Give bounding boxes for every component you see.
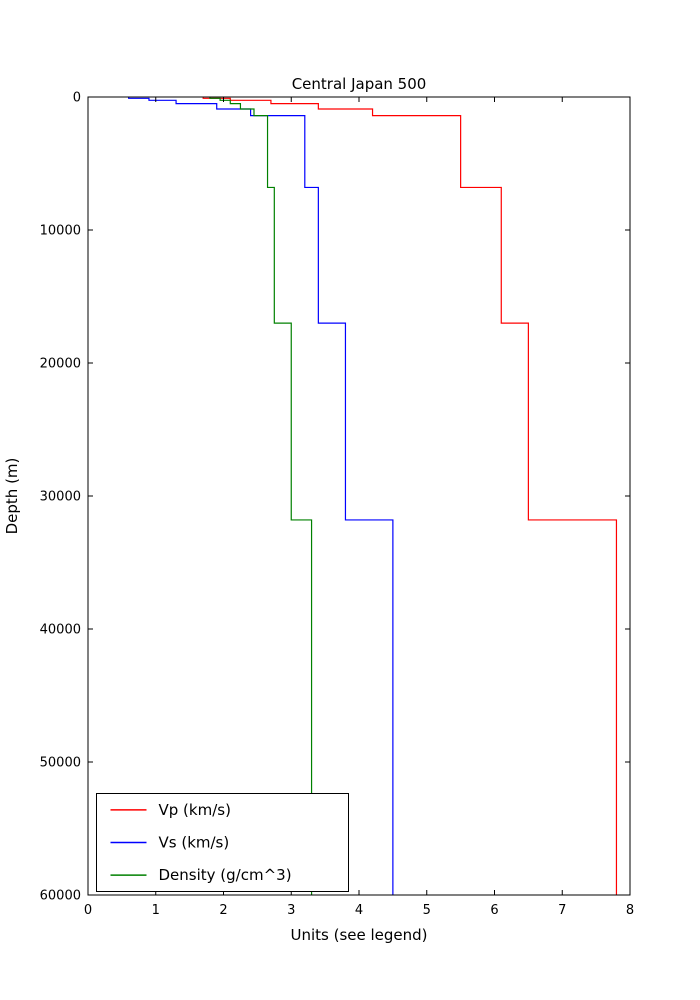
y-tick-label: 50000 — [40, 756, 81, 771]
y-tick-label: 40000 — [40, 623, 81, 638]
y-tick-label: 10000 — [40, 224, 81, 239]
plot-frame — [87, 96, 631, 896]
y-tick-label: 60000 — [40, 889, 81, 904]
x-tick-label: 1 — [152, 903, 160, 918]
y-axis-label: Depth (m) — [3, 458, 21, 535]
chart-title: Central Japan 500 — [292, 75, 427, 93]
y-tick-label: 0 — [73, 91, 81, 106]
x-tick-label: 4 — [355, 903, 363, 918]
x-tick-label: 5 — [423, 903, 431, 918]
series-line-density — [209, 97, 313, 895]
series-line-vp — [202, 97, 618, 895]
x-tick-label: 0 — [84, 903, 92, 918]
legend-label-vs: Vs (km/s) — [159, 834, 230, 852]
chart-text-layer: Central Japan 500 Units (see legend) Dep… — [3, 75, 428, 944]
y-tick-label: 20000 — [40, 357, 81, 372]
x-tick-label: 2 — [219, 903, 227, 918]
y-tick-label: 30000 — [40, 490, 81, 505]
x-tick-label: 8 — [626, 903, 634, 918]
series-line-vs — [128, 97, 394, 895]
plot-area: 0 1 2 3 4 5 6 7 8 0 10000 20000 30000 40000 50000 60000… — [40, 91, 635, 919]
x-tick-label: 6 — [490, 903, 498, 918]
legend-label-vp: Vp (km/s) — [159, 801, 231, 819]
x-tick-label: 3 — [287, 903, 295, 918]
x-axis-label: Units (see legend) — [290, 926, 427, 944]
x-tick-label: 7 — [558, 903, 566, 918]
legend-label-density: Density (g/cm^3) — [159, 866, 292, 884]
